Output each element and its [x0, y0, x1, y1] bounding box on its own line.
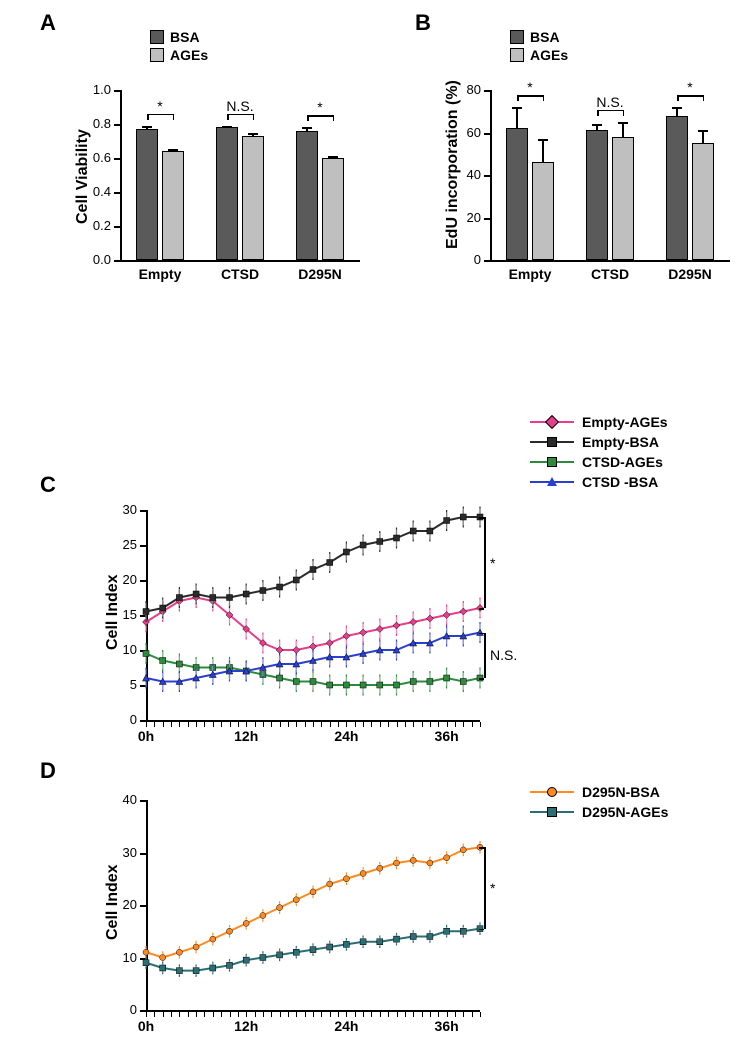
- bar-bsa: [216, 127, 238, 260]
- legend-item: Empty-BSA: [582, 434, 659, 450]
- panel-d-chart: 0102030400h12h24h36hCell Index*: [100, 790, 490, 1040]
- bar-ages: [322, 158, 344, 260]
- bar-bsa: [506, 128, 528, 260]
- bar-bsa: [136, 129, 158, 260]
- bar-ages: [242, 136, 264, 260]
- bar-ages: [692, 143, 714, 260]
- legend-ages: AGEs: [170, 47, 208, 63]
- panel-c-label: C: [40, 472, 56, 498]
- legend-bsa: BSA: [530, 29, 560, 45]
- panel-a-chart: BSAAGEs0.00.20.40.60.81.0Cell Viability*…: [70, 30, 370, 290]
- bar-bsa: [586, 130, 608, 260]
- legend-item: CTSD -BSA: [582, 474, 658, 490]
- panel-b-label: B: [415, 10, 431, 36]
- legend-item: CTSD-AGEs: [582, 454, 663, 470]
- legend-item: Empty-AGEs: [582, 414, 668, 430]
- panel-a-label: A: [40, 10, 56, 36]
- panel-d-label: D: [40, 758, 56, 784]
- bar-ages: [532, 162, 554, 260]
- legend-ages: AGEs: [530, 47, 568, 63]
- legend-item: D295N-AGEs: [582, 804, 668, 820]
- panel-b-chart: BSAAGEs020406080EdU incorporation (%)*Em…: [440, 30, 740, 290]
- panel-c-chart: 0510152025300h12h24h36hCell Index*N.S.: [100, 500, 490, 750]
- legend-item: D295N-BSA: [582, 784, 660, 800]
- bar-bsa: [666, 116, 688, 261]
- bar-bsa: [296, 131, 318, 260]
- legend-bsa: BSA: [170, 29, 200, 45]
- bar-ages: [612, 137, 634, 260]
- bar-ages: [162, 151, 184, 260]
